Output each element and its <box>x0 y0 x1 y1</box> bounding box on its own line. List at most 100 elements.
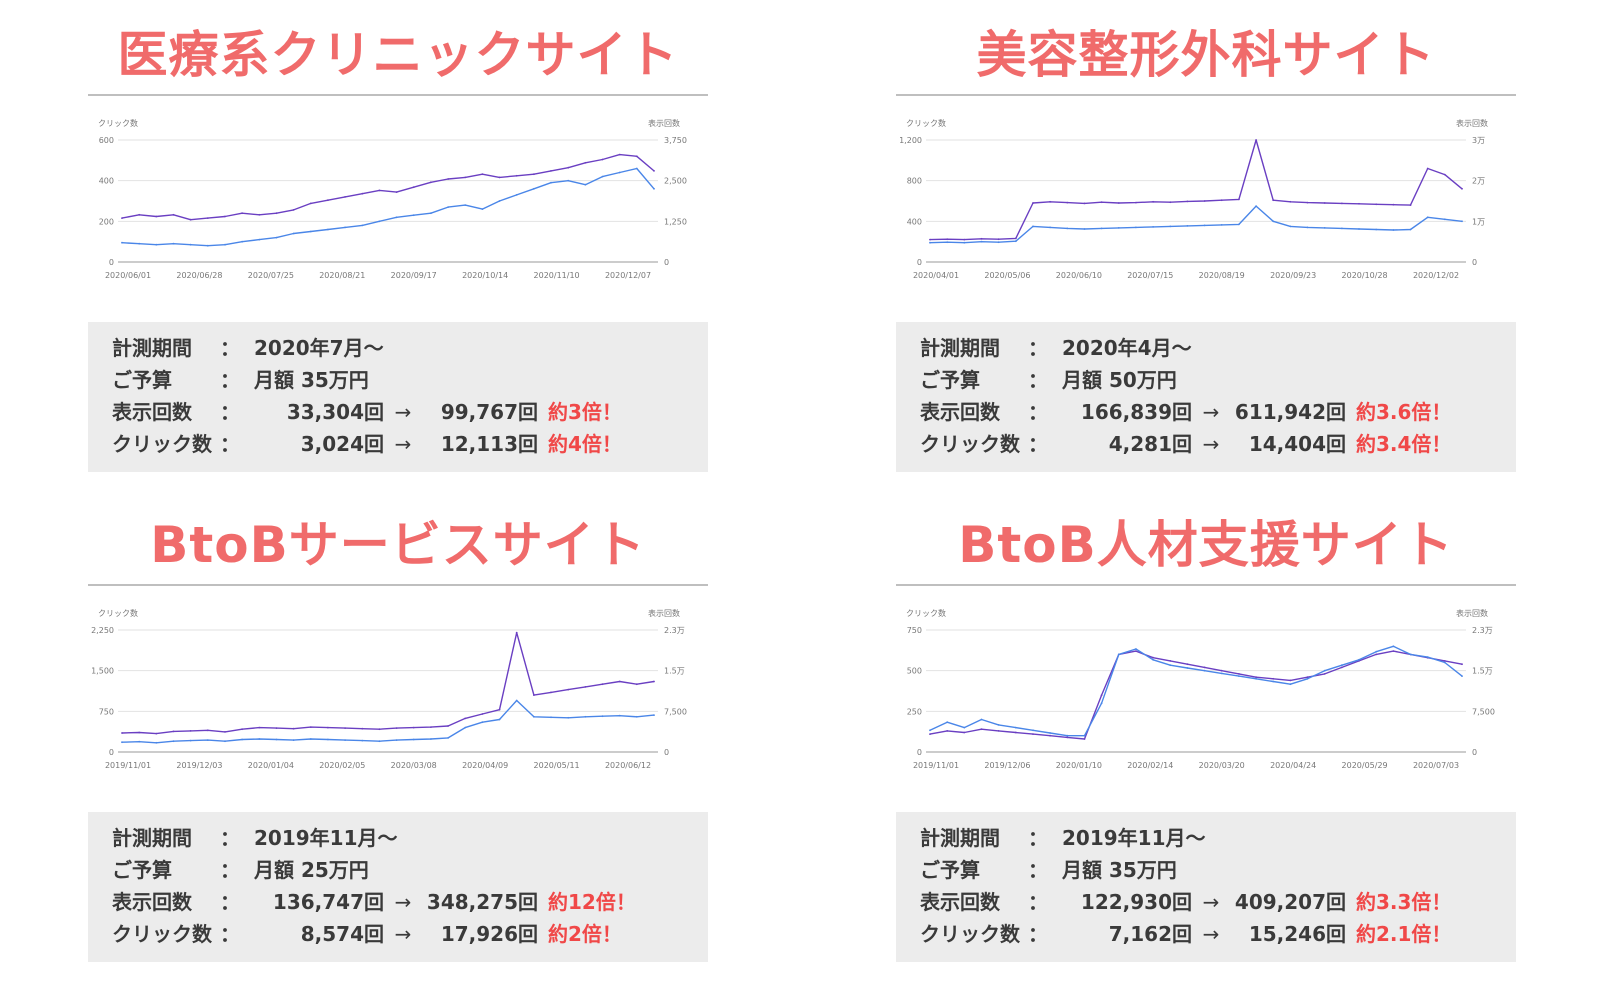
x-tick-label: 2020/06/10 <box>1056 271 1102 280</box>
series-line-1 <box>929 205 1463 244</box>
clicks-after: 15,246回 <box>1248 922 1346 946</box>
right-tick-label: 7,500 <box>664 707 687 716</box>
colon: ： <box>1028 368 1048 392</box>
clicks-before: 7,162回 <box>1108 922 1192 946</box>
clicks-row: クリック数 ： 3,024回 → 12,113回 約4倍！ <box>88 428 708 460</box>
period-value: 2019年11月〜 <box>254 826 398 850</box>
right-tick-label: 3,750 <box>664 136 687 145</box>
data-point <box>412 738 415 741</box>
budget-value: 月額 25万円 <box>254 858 369 882</box>
data-point <box>1341 227 1343 230</box>
data-point <box>1443 218 1446 221</box>
data-point <box>550 170 552 172</box>
colon: ： <box>1028 922 1048 946</box>
data-point <box>447 737 449 739</box>
series-line-0 <box>929 650 1463 740</box>
data-point <box>241 738 244 741</box>
impressions-row: 表示回数 ： 122,930回 → 409,207回 約3.3倍！ <box>896 886 1516 918</box>
data-point <box>430 726 432 728</box>
data-point <box>550 181 552 184</box>
right-tick-label: 2.3万 <box>664 626 685 635</box>
data-point <box>1152 656 1154 659</box>
right-axis-title: 表示回数 <box>648 608 680 618</box>
data-point <box>292 739 295 741</box>
stats-box: 計測期間 ： 2020年4月〜 ご予算 ： 月額 50万円 表示回数 ： 166… <box>896 322 1516 472</box>
data-point <box>1461 675 1463 677</box>
data-point <box>1375 203 1378 206</box>
budget-row: ご予算 ： 月額 35万円 <box>88 364 708 396</box>
clicks-label: クリック数 <box>112 922 212 946</box>
data-point <box>584 183 587 186</box>
impressions-after: 409,207回 <box>1234 890 1346 914</box>
period-label: 計測期間 <box>112 826 192 850</box>
data-point <box>1443 660 1446 662</box>
data-point <box>258 738 261 740</box>
data-point <box>224 243 226 246</box>
x-tick-label: 2020/01/04 <box>248 761 294 770</box>
data-point <box>1220 672 1223 675</box>
x-tick-label: 2019/11/01 <box>913 761 959 770</box>
data-point <box>1049 732 1051 734</box>
data-point <box>1358 202 1360 205</box>
left-tick-label: 750 <box>907 626 922 635</box>
data-point <box>378 728 381 731</box>
data-point <box>1323 673 1326 675</box>
panel-title: BtoB人材支援サイト <box>958 516 1454 574</box>
data-point <box>653 714 655 716</box>
budget-row: ご予算 ： 月額 50万円 <box>896 364 1516 396</box>
period-row: 計測期間 ： 2020年4月〜 <box>896 332 1516 364</box>
data-point <box>1409 204 1412 206</box>
data-point <box>584 686 587 688</box>
data-point <box>121 732 123 734</box>
data-point <box>189 218 192 221</box>
data-point <box>1426 656 1429 658</box>
data-point <box>1272 199 1275 202</box>
data-point <box>980 718 983 721</box>
left-tick-label: 0 <box>109 258 114 267</box>
data-point <box>515 631 518 634</box>
data-point <box>1289 225 1292 228</box>
data-point <box>1306 226 1309 229</box>
data-point <box>155 732 158 735</box>
left-tick-label: 400 <box>907 217 922 226</box>
data-point <box>601 175 604 178</box>
data-point <box>653 187 655 190</box>
colon: ： <box>220 826 240 850</box>
chart-svg: クリック数 表示回数 0 200 400 600 0 1,250 2,500 3,750 2020/… <box>98 118 687 280</box>
data-point <box>344 727 346 729</box>
left-tick-label: 250 <box>907 707 922 716</box>
data-point <box>567 716 570 719</box>
data-point <box>1049 226 1051 229</box>
data-point <box>515 699 518 702</box>
data-point <box>309 202 312 205</box>
data-point <box>635 683 638 686</box>
data-point <box>155 243 158 246</box>
left-tick-label: 0 <box>917 258 922 267</box>
data-point <box>361 224 364 227</box>
data-point <box>138 213 141 216</box>
series-line-1 <box>121 699 655 744</box>
colon: ： <box>220 432 240 456</box>
colon: ： <box>1028 336 1048 360</box>
clicks-before: 4,281回 <box>1108 432 1192 456</box>
data-point <box>258 213 261 216</box>
panel-title: BtoBサービスサイト <box>150 516 646 574</box>
arrow-icon: → <box>1202 890 1220 914</box>
data-point <box>430 738 432 740</box>
data-point <box>1341 664 1343 667</box>
left-tick-label: 1,200 <box>899 136 922 145</box>
title-divider <box>896 94 1516 96</box>
data-point <box>1409 653 1412 656</box>
period-value: 2020年7月〜 <box>254 336 384 360</box>
data-point <box>1186 667 1189 669</box>
budget-label: ご予算 <box>920 368 980 392</box>
impressions-label: 表示回数 <box>112 890 192 914</box>
arrow-icon: → <box>1202 922 1220 946</box>
data-point <box>1375 653 1378 656</box>
data-point <box>1289 683 1292 686</box>
data-point <box>515 194 518 196</box>
data-point <box>1135 226 1137 229</box>
data-point <box>567 166 570 169</box>
impressions-label: 表示回数 <box>920 890 1000 914</box>
right-tick-label: 1万 <box>1472 217 1485 226</box>
